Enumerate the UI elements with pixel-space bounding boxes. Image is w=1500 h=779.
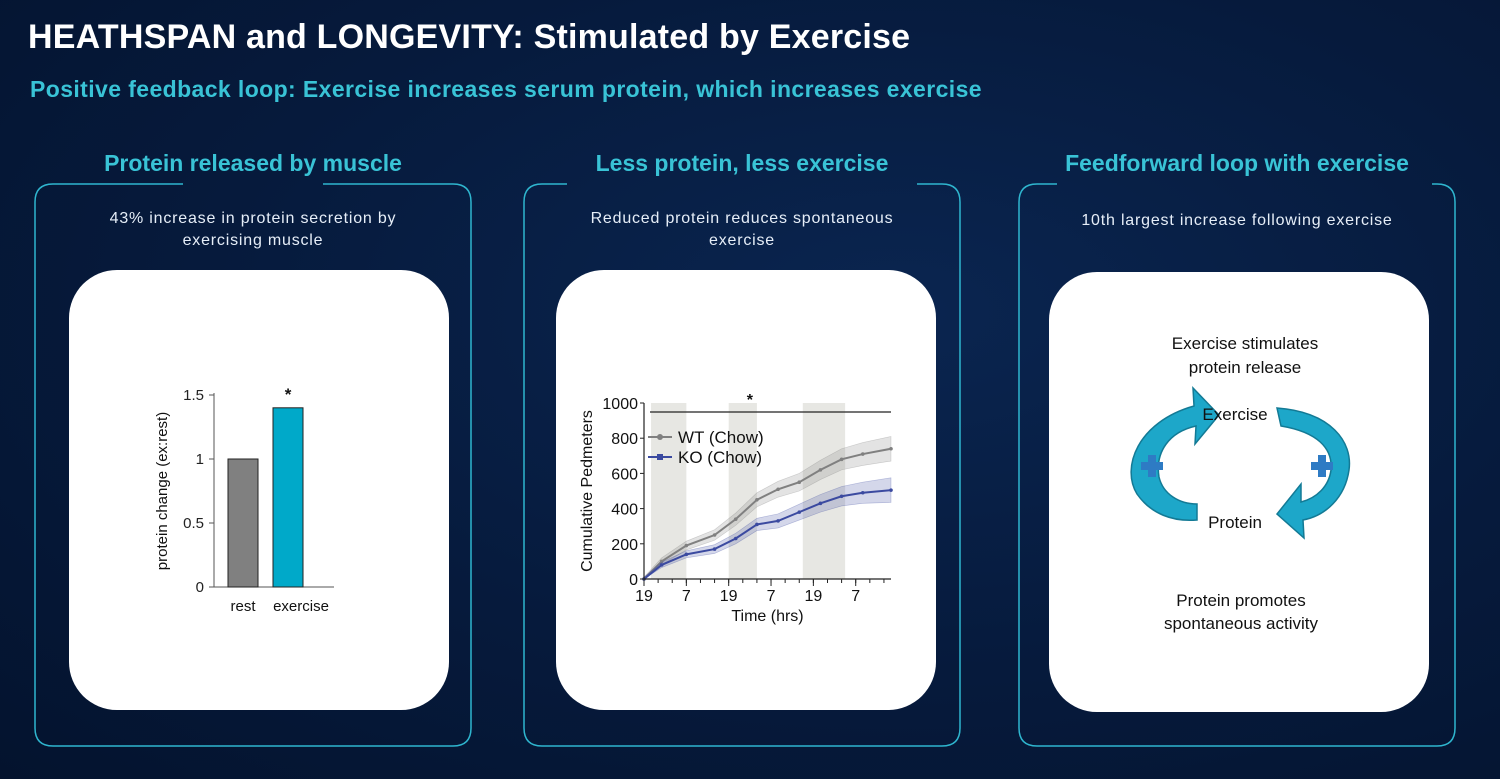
data-point: [684, 552, 689, 557]
x-tick-label: rest: [230, 598, 256, 615]
y-tick-label: 200: [611, 537, 638, 554]
legend-marker: [657, 434, 663, 440]
data-point: [818, 468, 823, 472]
panel-description: 43% increase in protein secretion by exe…: [109, 210, 397, 249]
panel-frame: [523, 183, 961, 747]
bar-rest: [227, 458, 259, 588]
node-protein: Protein: [1208, 513, 1262, 532]
dark-period-band: [802, 403, 846, 579]
panel-protein-release: Protein released by muscle 43% increase …: [33, 140, 473, 750]
y-tick-label: 600: [611, 466, 638, 483]
legend-label: KO (Chow): [678, 448, 762, 467]
feedback-loop-diagram: Exercise stimulates protein release Exer…: [1130, 334, 1351, 633]
chart-card: 0 0.5 1 1.5 protein change (ex:rest) rest exer…: [69, 270, 449, 710]
data-point: [733, 536, 738, 541]
data-point: [733, 517, 738, 521]
loop-arrow-left-icon: [1130, 386, 1221, 522]
diagram-top-text-2: protein release: [1189, 358, 1301, 377]
bar-exercise: [272, 407, 304, 588]
x-axis-label: Time (hrs): [731, 608, 803, 625]
data-point: [684, 543, 689, 548]
panel-heading: Less protein, less exercise: [595, 150, 889, 176]
x-tick-label: 7: [682, 588, 691, 605]
x-tick-label: 19: [804, 588, 822, 605]
data-point: [860, 490, 865, 495]
significance-star: *: [285, 385, 292, 404]
diagram-bottom-text-1: Protein promotes: [1176, 591, 1305, 610]
data-point: [839, 457, 844, 462]
y-tick-label: 0: [629, 572, 638, 589]
y-tick-label: 800: [611, 431, 638, 448]
x-tick-label: 19: [720, 588, 738, 605]
y-tick-label: 0: [196, 579, 204, 596]
series-line-0: [643, 447, 892, 580]
data-point: [659, 563, 664, 567]
panel-description: Reduced protein reduces spontaneous exer…: [590, 210, 894, 249]
diagram-bottom-text-2: spontaneous activity: [1164, 614, 1319, 633]
series-line-1: [643, 489, 892, 580]
bar-chart: 0 0.5 1 1.5 protein change (ex:rest) rest exer…: [154, 385, 334, 615]
error-band-0: [643, 436, 892, 580]
loop-arrow-right-icon: [1275, 407, 1351, 540]
node-exercise: Exercise: [1202, 405, 1267, 424]
y-tick-label: 1: [196, 451, 204, 468]
data-point: [860, 452, 865, 456]
y-tick-label: 400: [611, 502, 638, 519]
page-subtitle: Positive feedback loop: Exercise increas…: [30, 76, 982, 102]
data-point: [818, 501, 823, 506]
chart-card: 0 200 400 600 800 1000 19 7 19 7 19 7 Time (hrs) Cumu…: [556, 270, 936, 710]
legend-marker: [657, 454, 663, 460]
y-tick-label: 0.5: [183, 515, 204, 532]
diagram-card: Exercise stimulates protein release Exer…: [1049, 272, 1429, 712]
data-point: [889, 488, 893, 492]
y-tick-label: 1000: [602, 396, 638, 413]
y-tick-label: 1.5: [183, 387, 204, 404]
panel-description: 10th largest increase following exercise: [1081, 212, 1393, 229]
panel-less-protein: Less protein, less exercise Reduced prot…: [522, 140, 962, 750]
data-point: [712, 547, 717, 551]
data-point: [889, 446, 893, 451]
panel-feedforward: Feedforward loop with exercise 10th larg…: [1017, 140, 1457, 750]
panel-heading: Protein released by muscle: [104, 150, 402, 176]
data-point: [776, 519, 780, 523]
y-axis-label: Cumulative Pedmeters: [579, 410, 596, 572]
significance-star: *: [747, 392, 754, 409]
legend-label: WT (Chow): [678, 428, 764, 447]
diagram-top-text-1: Exercise stimulates: [1172, 334, 1318, 353]
data-point: [839, 494, 844, 499]
plus-left-icon-v: [1148, 455, 1156, 477]
data-point: [712, 533, 717, 537]
panel-frame: [34, 183, 472, 747]
data-point: [755, 498, 759, 502]
x-tick-label: exercise: [273, 598, 329, 615]
plus-right-icon-v: [1318, 455, 1326, 477]
line-chart: 0 200 400 600 800 1000 19 7 19 7 19 7 Time (hrs) Cumu…: [579, 392, 893, 625]
panel-heading: Feedforward loop with exercise: [1065, 150, 1409, 176]
error-band-1: [643, 477, 892, 580]
x-tick-label: 7: [767, 588, 776, 605]
x-tick-label: 7: [851, 588, 860, 605]
y-axis-label: protein change (ex:rest): [154, 412, 171, 570]
page-title: HEATHSPAN and LONGEVITY: Stimulated by E…: [28, 18, 911, 56]
dark-period-band: [728, 403, 757, 579]
panel-frame: [1018, 183, 1456, 747]
data-point: [797, 510, 802, 514]
data-point: [797, 480, 802, 484]
data-point: [659, 559, 664, 564]
data-point: [755, 522, 759, 527]
data-point: [776, 487, 780, 492]
x-tick-label: 19: [635, 588, 653, 605]
